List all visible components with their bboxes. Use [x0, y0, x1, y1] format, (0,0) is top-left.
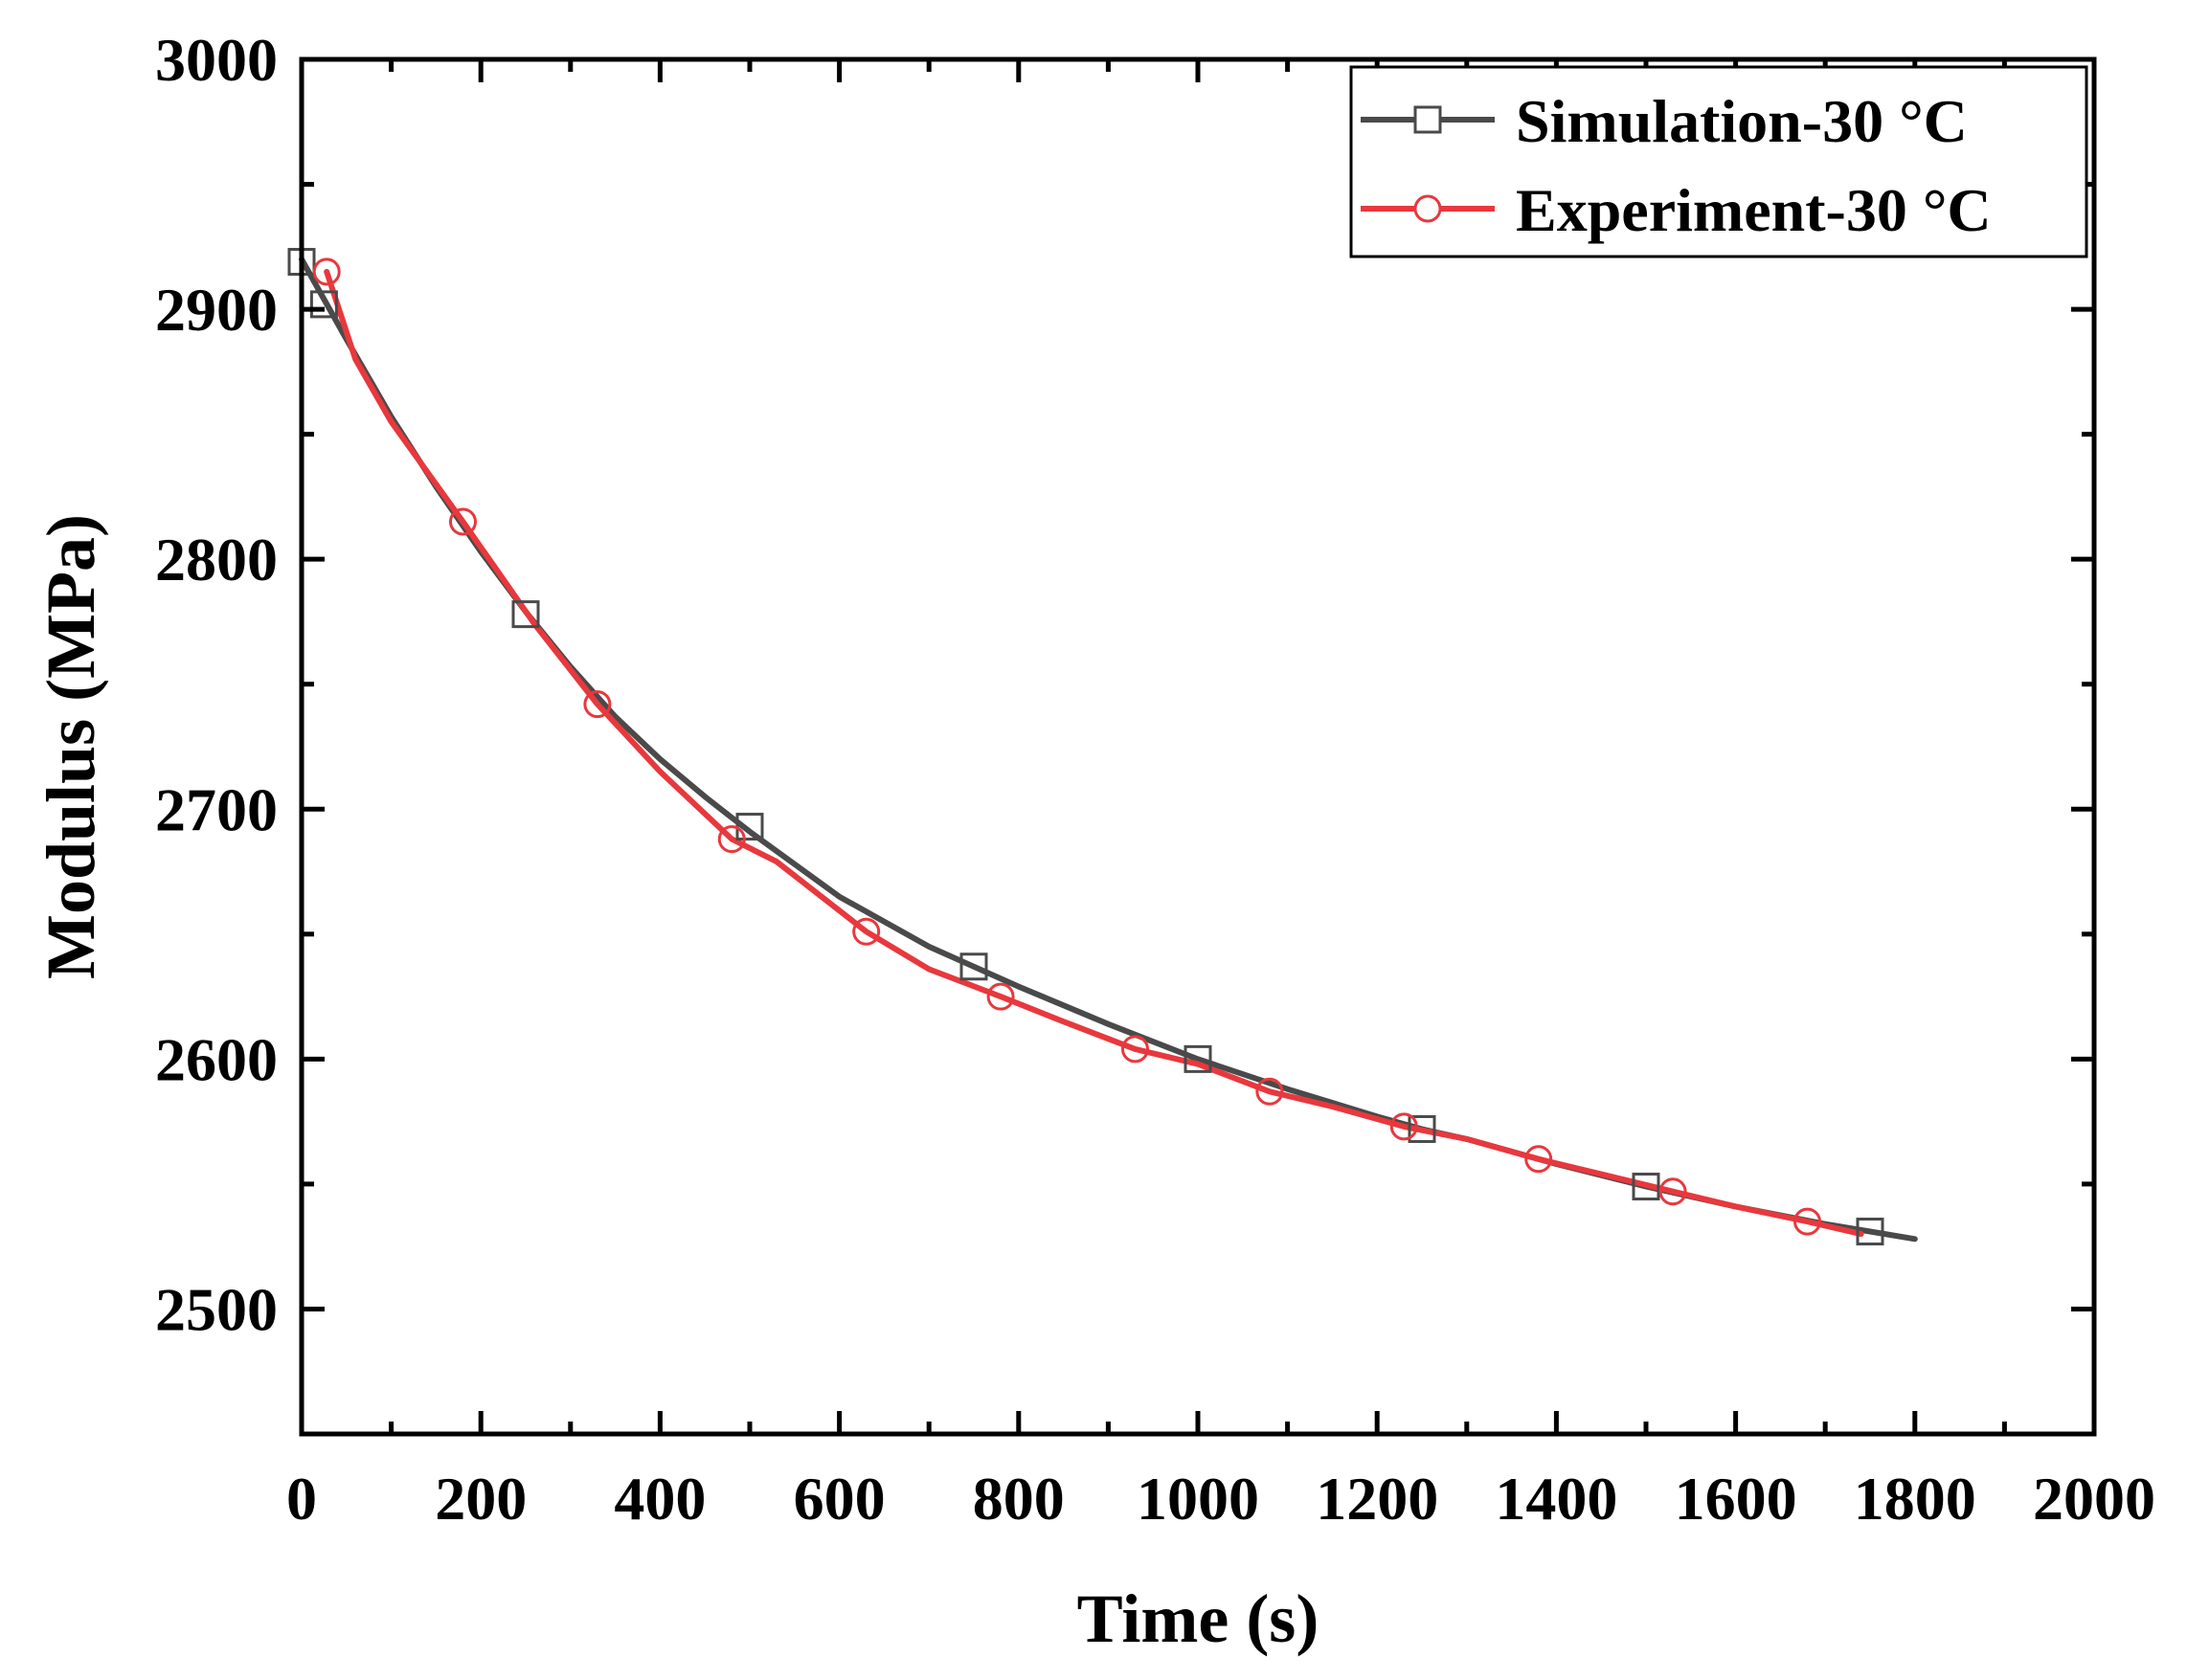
x-tick-label: 200: [435, 1465, 527, 1533]
x-tick-label: 1000: [1137, 1465, 1259, 1533]
y-tick-label: 2600: [155, 1025, 278, 1093]
y-tick-label: 2700: [155, 775, 278, 843]
x-tick-label: 0: [286, 1465, 317, 1533]
plot-layer: [287, 247, 1918, 1246]
simulation-marker: [1856, 1218, 1884, 1246]
x-tick-label: 800: [973, 1465, 1065, 1533]
legend-label-simulation: Simulation-30 °C: [1516, 87, 1968, 155]
x-tick-label: 400: [614, 1465, 706, 1533]
legend-label-experiment: Experiment-30 °C: [1516, 176, 1992, 244]
experiment-marker: [1120, 1035, 1149, 1064]
simulation-marker: [1408, 1114, 1436, 1143]
x-tick-label: 1800: [1854, 1465, 1976, 1533]
simulation-marker: [959, 952, 988, 981]
experiment-marker: [1524, 1145, 1553, 1174]
experiment-marker: [1255, 1077, 1284, 1106]
simulation-marker: [1184, 1044, 1212, 1073]
experiment-marker: [583, 690, 612, 719]
y-axis-title: Modulus (MPa): [33, 514, 109, 979]
experiment-marker: [1389, 1112, 1418, 1141]
x-tick-label: 1400: [1495, 1465, 1617, 1533]
experiment-marker: [1792, 1207, 1821, 1236]
experiment-marker: [986, 982, 1015, 1011]
experiment-marker: [717, 825, 746, 854]
legend-box: [1349, 65, 2088, 258]
x-tick-label: 600: [794, 1465, 886, 1533]
x-tick-label: 1600: [1675, 1465, 1797, 1533]
experiment-line: [324, 268, 1864, 1238]
simulation-marker: [511, 600, 540, 629]
y-tick-label: 3000: [155, 26, 278, 94]
experiment-marker: [1658, 1177, 1687, 1206]
simulation-marker: [1632, 1173, 1660, 1201]
simulation-marker: [309, 290, 338, 319]
x-axis-title: Time (s): [1077, 1580, 1319, 1657]
y-tick-label: 2800: [155, 526, 278, 594]
legend-marker-experiment: [1413, 194, 1442, 223]
legend-marker-simulation: [1413, 105, 1442, 134]
x-tick-label: 2000: [2033, 1465, 2155, 1533]
experiment-marker: [448, 507, 477, 536]
y-tick-label: 2500: [155, 1275, 278, 1343]
x-tick-label: 1200: [1316, 1465, 1438, 1533]
legend: Simulation-30 °C Experiment-30 °C: [1349, 65, 2088, 258]
y-tick-label: 2900: [155, 276, 278, 344]
experiment-marker: [852, 917, 881, 946]
tick-layer: 0 200 400 600 800 1000 1200 1400 1600 1800 2000 250…: [155, 26, 2155, 1533]
experiment-marker: [312, 258, 341, 286]
